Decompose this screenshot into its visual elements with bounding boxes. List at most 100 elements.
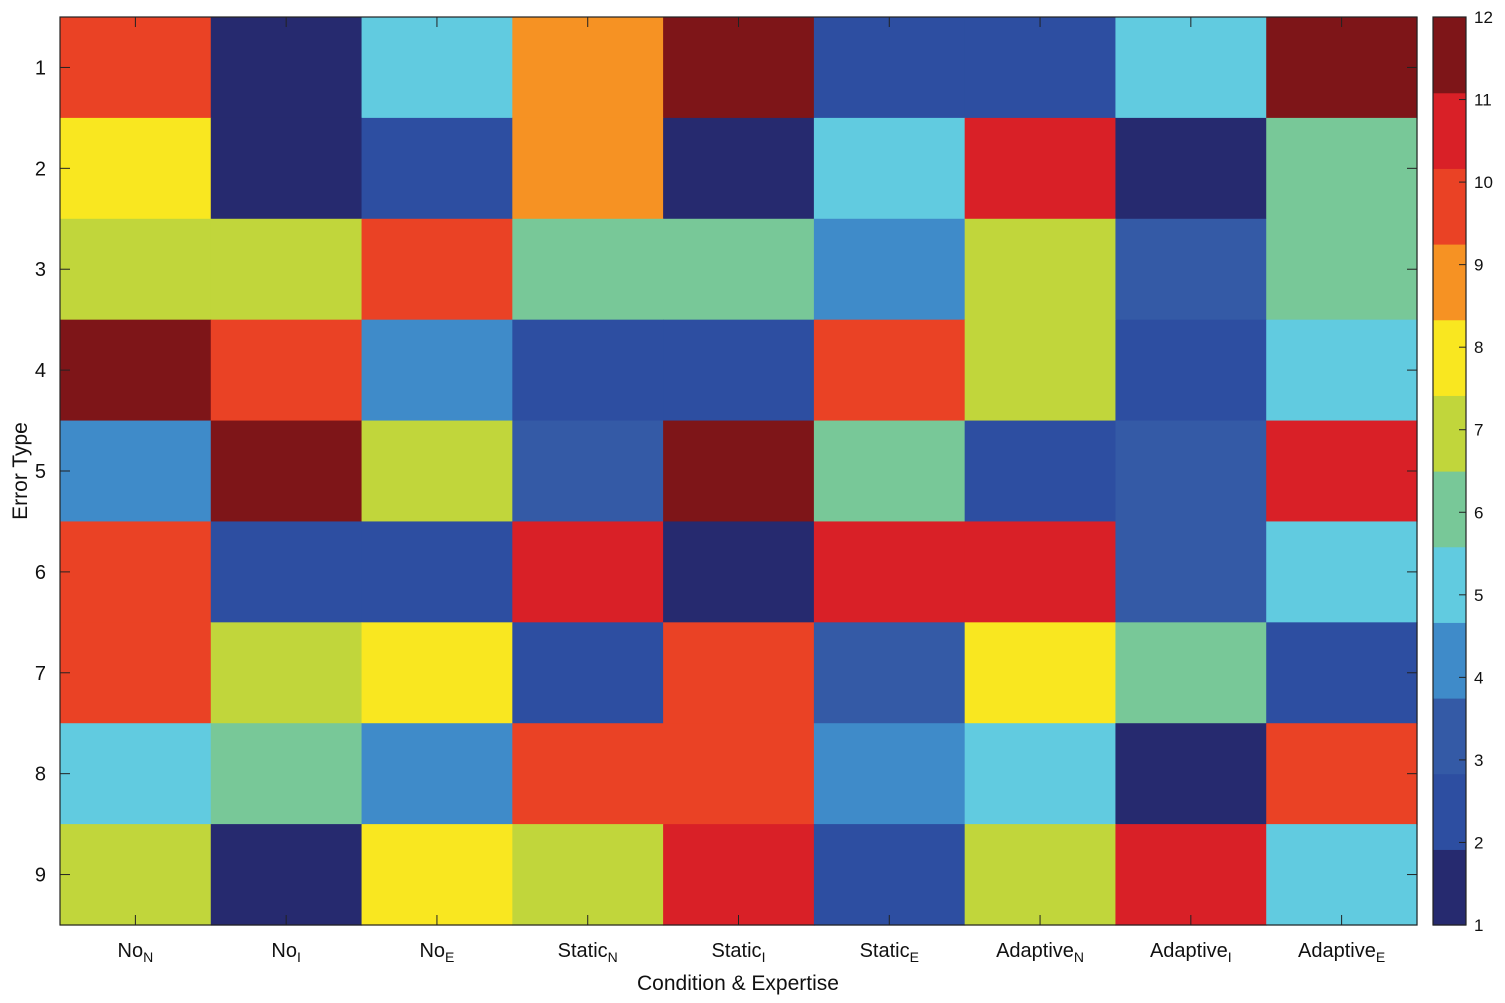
y-tick-label: 6 <box>35 562 46 584</box>
heatmap-cell <box>60 117 212 220</box>
colorbar-tick-label: 2 <box>1474 833 1483 852</box>
heatmap-cell <box>60 622 212 724</box>
heatmap-cell <box>361 521 513 623</box>
heatmap-cell <box>964 723 1117 825</box>
colorbar-tick-label: 8 <box>1474 338 1483 357</box>
heatmap-cell <box>512 723 664 825</box>
heatmap-cell <box>512 521 664 623</box>
x-tick-label-base: Adaptive <box>996 940 1074 962</box>
y-tick-label: 9 <box>35 865 46 887</box>
x-tick-label: AdaptiveE <box>1298 940 1385 965</box>
heatmap-cell <box>964 117 1117 220</box>
y-tick-label: 5 <box>35 461 46 483</box>
heatmap-cell <box>663 17 815 119</box>
colorbar-tick-label: 10 <box>1474 173 1493 192</box>
heatmap-cell <box>210 117 363 220</box>
heatmap-cell <box>512 117 664 220</box>
x-tick-label-base: No <box>118 940 144 962</box>
y-tick-label: 3 <box>35 259 46 281</box>
x-axis-ticks: NoN NoI NoE StaticN StaticI StaticE AdaptiveN A… <box>118 17 1385 965</box>
y-tick-label: 7 <box>35 663 46 685</box>
heatmap-cell <box>663 218 815 321</box>
heatmap-cell <box>1115 17 1267 119</box>
heatmap-cell <box>813 17 966 119</box>
heatmap-cell <box>813 420 966 523</box>
colorbar-segment <box>1433 622 1466 699</box>
heatmap-cell <box>1266 723 1418 825</box>
heatmap-cell <box>1266 824 1418 926</box>
x-tick-label-base: No <box>419 940 445 962</box>
heatmap-cell <box>1115 824 1267 926</box>
heatmap-cell <box>964 17 1117 119</box>
heatmap-cell <box>60 824 212 926</box>
x-tick-label-base: Static <box>558 940 608 962</box>
heatmap-cell <box>1115 521 1267 623</box>
heatmap-cell <box>210 622 363 724</box>
heatmap-cell <box>663 723 815 825</box>
heatmap-cell <box>512 17 664 119</box>
heatmap-cell <box>512 319 664 422</box>
x-tick-label-sub: E <box>445 949 454 965</box>
x-tick-label-base: No <box>271 940 297 962</box>
heatmap-cell <box>964 218 1117 321</box>
heatmap-cell <box>60 521 212 623</box>
heatmap-cell <box>964 420 1117 523</box>
heatmap-cell <box>60 723 212 825</box>
heatmap-cell <box>60 319 212 422</box>
colorbar-segment <box>1433 168 1466 245</box>
heatmap-cell <box>964 622 1117 724</box>
heatmap-cell <box>1115 117 1267 220</box>
heatmap-cell <box>361 723 513 825</box>
heatmap-cell <box>813 218 966 321</box>
colorbar-segment <box>1433 546 1466 623</box>
colorbar-tick-label: 7 <box>1474 421 1483 440</box>
x-tick-label: StaticN <box>558 940 618 965</box>
heatmap-cell <box>1266 117 1418 220</box>
heatmap-cell <box>813 521 966 623</box>
heatmap-cell <box>361 824 513 926</box>
heatmap-cell <box>663 622 815 724</box>
colorbar-tick-label: 3 <box>1474 751 1483 770</box>
heatmap-cell <box>60 420 212 523</box>
heatmap-cell <box>361 117 513 220</box>
heatmap-cell <box>964 824 1117 926</box>
heatmap-cell <box>210 723 363 825</box>
colorbar-tick-label: 4 <box>1474 668 1483 687</box>
heatmap-cell <box>813 824 966 926</box>
heatmap-cell <box>210 218 363 321</box>
heatmap-cell <box>512 824 664 926</box>
heatmap-cell <box>361 622 513 724</box>
heatmap-cell <box>1115 319 1267 422</box>
y-tick-label: 8 <box>35 764 46 786</box>
x-tick-label: NoI <box>271 940 300 965</box>
x-tick-label: StaticI <box>712 940 766 965</box>
y-tick-label: 2 <box>35 158 46 180</box>
colorbar-segment <box>1433 319 1466 396</box>
heatmap-cell <box>813 723 966 825</box>
x-tick-label-sub: N <box>608 949 618 965</box>
x-tick-label-sub: I <box>762 949 766 965</box>
heatmap-cell <box>663 521 815 623</box>
colorbar-segment <box>1433 17 1466 94</box>
heatmap-cell <box>1115 622 1267 724</box>
x-tick-label: NoE <box>419 940 454 965</box>
heatmap-cell <box>1266 521 1418 623</box>
x-tick-label: NoN <box>118 940 154 965</box>
heatmap-cell <box>663 117 815 220</box>
colorbar-segment <box>1433 395 1466 472</box>
colorbar-segment <box>1433 471 1466 548</box>
heatmap-cell <box>361 319 513 422</box>
heatmap-cells <box>60 17 1418 926</box>
heatmap-cell <box>1266 218 1418 321</box>
heatmap-cell <box>1266 319 1418 422</box>
heatmap-cell <box>512 218 664 321</box>
x-tick-label: AdaptiveI <box>1150 940 1232 965</box>
colorbar-tick-label: 9 <box>1474 256 1483 275</box>
heatmap-cell <box>813 622 966 724</box>
colorbar-frame <box>1432 16 1467 926</box>
heatmap-cell <box>964 521 1117 623</box>
heatmap-cell <box>210 521 363 623</box>
heatmap-cell <box>663 824 815 926</box>
heatmap-cell <box>210 824 363 926</box>
